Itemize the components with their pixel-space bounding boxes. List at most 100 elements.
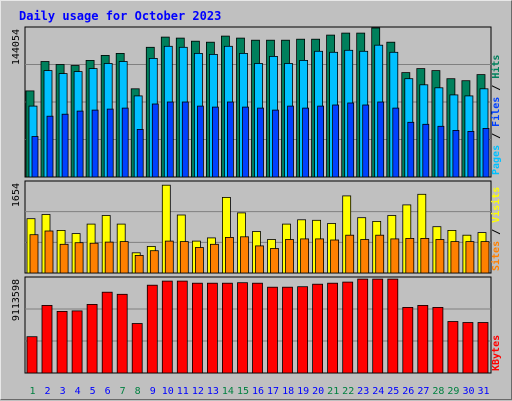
x-tick-label: 19 [297, 386, 309, 397]
y-max-label: 1654 [11, 183, 22, 207]
bar-sites-day-6 [104, 241, 114, 274]
bar-kbytes-day-6 [101, 291, 113, 374]
bar-sites-day-4 [74, 242, 84, 274]
bar-sites-day-15 [240, 236, 249, 274]
bar-kbytes-day-23 [357, 278, 369, 374]
x-tick-label: 11 [177, 386, 189, 397]
x-tick-label: 20 [312, 386, 324, 397]
right-axis-legend: Pages / Files / Hits [490, 55, 502, 175]
x-tick-label: 25 [387, 386, 399, 397]
bar-sites-day-19 [300, 238, 310, 274]
bar-kbytes-day-31 [477, 322, 489, 374]
bar-sites-day-23 [360, 239, 370, 274]
bar-pages-day-30 [467, 130, 475, 178]
bar-pages-day-4 [76, 110, 84, 178]
x-tick-label: 31 [477, 386, 489, 397]
bar-kbytes-day-14 [221, 282, 233, 374]
bar-pages-day-5 [91, 109, 99, 178]
bar-pages-day-15 [242, 106, 249, 178]
bar-pages-day-1 [31, 136, 39, 178]
legend-part: Visits [490, 187, 502, 223]
bar-pages-day-21 [332, 104, 340, 178]
bar-kbytes-day-17 [267, 286, 278, 374]
bar-kbytes-day-22 [342, 281, 354, 374]
x-tick-label: 2 [44, 386, 50, 397]
bar-pages-day-26 [407, 121, 415, 178]
bar-pages-day-28 [437, 125, 445, 178]
bar-kbytes-day-1 [26, 336, 38, 374]
legend-part: Pages [491, 145, 502, 175]
bar-kbytes-day-24 [372, 278, 384, 374]
y-max-label: 144054 [11, 29, 22, 65]
bar-pages-day-24 [377, 101, 385, 178]
x-tick-label: 17 [267, 386, 279, 397]
bar-kbytes-day-7 [116, 293, 128, 374]
x-tick-label: 3 [60, 386, 66, 397]
bar-sites-day-9 [149, 250, 159, 274]
x-tick-label: 4 [75, 386, 81, 397]
bar-pages-day-14 [226, 101, 234, 178]
bar-sites-day-24 [375, 234, 385, 274]
bar-kbytes-day-20 [312, 283, 324, 374]
x-tick-label: 8 [135, 386, 141, 397]
x-tick-label: 14 [222, 386, 234, 397]
chart-title: Daily usage for October 2023 [19, 9, 221, 23]
x-tick-label: 21 [327, 386, 339, 397]
bar-pages-day-3 [61, 113, 69, 178]
bar-pages-day-20 [317, 105, 325, 178]
x-tick-label: 9 [150, 386, 156, 397]
bar-pages-day-12 [196, 105, 204, 178]
bar-kbytes-day-2 [41, 304, 53, 374]
legend-part: / [491, 223, 502, 241]
bar-sites-day-18 [285, 239, 294, 274]
bar-kbytes-day-18 [282, 286, 293, 374]
bar-pages-day-7 [121, 107, 129, 178]
x-tick-label: 27 [417, 386, 429, 397]
bar-pages-day-17 [272, 109, 279, 178]
bar-pages-day-29 [452, 129, 460, 178]
bar-kbytes-day-11 [176, 280, 188, 374]
bar-kbytes-day-25 [387, 278, 399, 374]
bar-pages-day-31 [482, 128, 490, 178]
legend-part: Files [490, 97, 502, 127]
bar-sites-day-31 [480, 241, 490, 274]
bar-kbytes-day-4 [71, 310, 83, 374]
bar-pages-day-6 [106, 108, 114, 178]
bar-pages-day-19 [302, 107, 310, 178]
x-tick-label: 23 [357, 386, 369, 397]
bar-pages-day-2 [46, 115, 54, 178]
bar-sites-day-3 [59, 243, 69, 274]
x-tick-label: 29 [447, 386, 459, 397]
bar-kbytes-day-8 [131, 323, 143, 374]
x-tick-label: 5 [90, 386, 96, 397]
bar-kbytes-day-26 [402, 306, 414, 374]
legend-part: KBytes [491, 335, 502, 371]
bar-kbytes-day-12 [191, 282, 203, 374]
bar-sites-day-11 [179, 241, 189, 274]
legend-part: / [491, 79, 502, 97]
bar-sites-day-22 [345, 234, 355, 274]
bar-sites-day-26 [405, 237, 415, 274]
bar-pages-day-11 [181, 101, 189, 178]
x-tick-label: 18 [282, 386, 294, 397]
bar-sites-day-16 [255, 245, 264, 274]
bar-sites-day-25 [390, 238, 400, 274]
bar-sites-day-20 [315, 238, 325, 274]
x-tick-label: 13 [207, 386, 219, 397]
x-tick-label: 26 [402, 386, 414, 397]
x-tick-label: 7 [120, 386, 126, 397]
x-tick-label: 12 [192, 386, 204, 397]
bar-sites-day-13 [209, 243, 219, 274]
bar-sites-day-12 [194, 247, 204, 274]
right-axis-legend: KBytes [491, 335, 502, 371]
legend-part: Hits [490, 55, 502, 79]
bar-sites-day-14 [224, 236, 234, 274]
bar-pages-day-27 [422, 123, 430, 178]
bar-kbytes-day-29 [447, 321, 459, 374]
bar-sites-day-2 [44, 230, 54, 274]
bar-kbytes-day-27 [417, 304, 429, 374]
bar-kbytes-day-10 [161, 280, 173, 374]
x-tick-label: 24 [372, 386, 384, 397]
